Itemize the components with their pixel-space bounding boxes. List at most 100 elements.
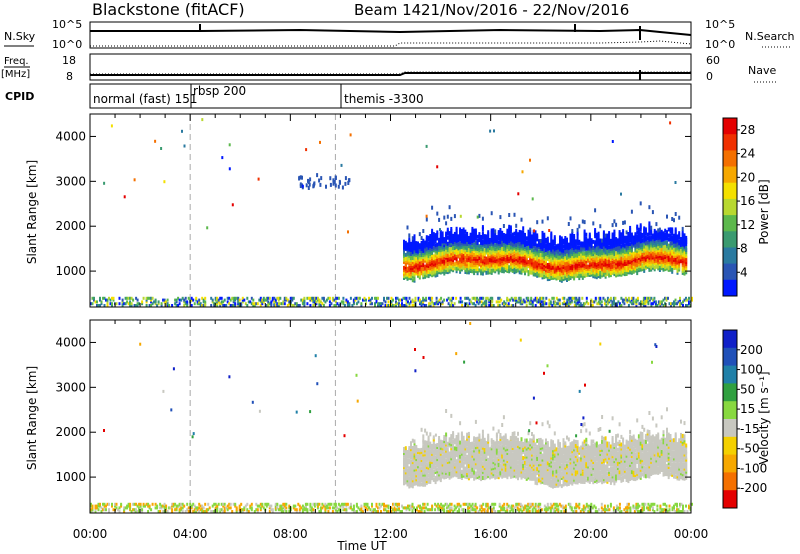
scatter-cell [685,238,688,242]
scatter-cell [365,298,367,302]
scatter-cell [277,298,280,302]
plot-title: Blackstone (fitACF) [92,0,245,19]
scatter-cell [566,253,568,258]
scatter-cell [569,272,572,276]
scatter-cell [267,296,270,300]
scatter-cell [534,252,537,257]
scatter-cell [466,258,469,263]
scatter-cell [429,304,432,307]
scatter-cell [685,258,688,263]
scatter-cell [336,296,339,300]
scatter-cell [198,302,201,306]
scatter-cell [648,504,651,508]
scatter-cell [112,508,115,512]
scatter-cell [292,304,295,307]
scatter-cell [427,241,430,246]
scatter-cell [118,506,121,510]
scatter-cell [190,296,193,300]
scatter-cell [363,508,366,512]
scatter-cell [632,302,635,306]
scatter-cell [552,239,554,244]
scatter-cell [429,234,432,238]
scatter-cell [420,261,423,266]
scatter-cell [626,504,629,508]
scatter-cell [109,302,112,306]
scatter-cell [662,245,665,250]
scatter-cell [406,276,409,281]
scatter-cell [611,264,614,269]
scatter-cell [365,506,367,510]
scatter-cell [492,246,495,251]
scatter-cell [601,263,604,268]
scatter-cell [459,300,462,304]
scatter-cell [279,504,282,508]
scatter-cell [396,504,399,508]
scatter-cell [487,236,490,241]
scatter-cell [452,304,455,307]
scatter-cell [650,255,653,260]
scatter-cell [378,302,381,306]
scatter-cell [673,218,675,223]
scatter-cell [163,504,166,508]
scatter-cell [550,265,553,270]
scatter-cell [464,304,467,307]
scatter-cell [674,181,677,184]
scatter-cell [522,508,525,512]
scatter-cell [599,266,602,271]
scatter-cell [648,221,651,226]
scatter-cell [520,256,523,261]
scatter-cell [404,506,406,510]
scatter-cell [186,304,189,307]
scatter-cell [258,504,261,508]
scatter-cell [539,502,542,506]
scatter-cell [673,300,675,304]
scatter-cell [411,506,414,510]
scatter-cell [522,506,525,510]
scatter-cell [396,296,399,300]
scatter-cell [527,510,530,513]
scatter-cell [501,504,504,508]
scatter-cell [329,182,332,187]
scatter-cell [615,302,618,306]
scatter-cell [504,258,507,262]
scatter-cell [490,252,493,257]
scatter-cell [413,506,415,510]
scatter-cell [497,300,500,304]
scatter-cell [282,502,285,506]
scatter-cell [301,300,304,304]
scatter-cell [678,263,681,268]
scatter-cell [548,506,551,510]
scatter-cell [567,262,570,267]
scatter-cell [177,296,180,300]
scatter-cell [217,502,220,506]
scatter-cell [452,233,455,238]
scatter-cell [662,510,665,513]
scatter-cell [665,508,668,512]
scatter-cell [518,298,521,302]
scatter-cell [214,502,217,506]
scatter-cell [443,249,446,254]
scatter-cell [318,178,321,183]
scatter-cell [201,506,204,510]
scatter-cell [195,296,198,300]
scatter-cell [644,227,647,232]
scatter-cell [660,229,663,234]
scatter-cell [450,508,453,512]
scatter-cell [682,506,684,510]
scatter-cell [246,508,249,512]
scatter-cell [542,302,545,306]
scatter-cell [392,502,394,506]
scatter-cell [435,302,438,306]
scatter-cell [439,270,442,275]
scatter-cell [352,508,355,512]
scatter-cell [410,254,412,258]
scatter-cell [196,300,199,304]
scatter-cell [178,502,181,506]
scatter-cell [557,273,560,278]
scatter-cell [627,304,630,307]
scatter-cell [171,304,174,307]
scatter-cell [664,244,667,249]
scatter-cell [292,504,295,508]
scatter-cell [455,249,458,253]
